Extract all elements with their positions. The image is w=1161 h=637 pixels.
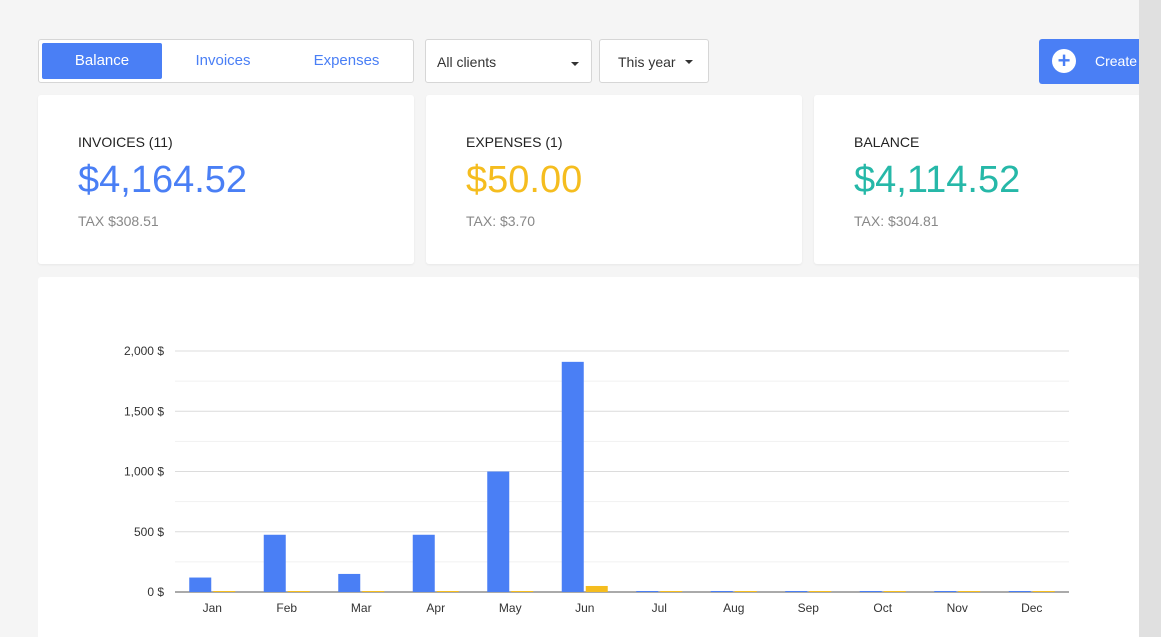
y-tick-label: 1,500 $ <box>124 404 164 418</box>
x-tick-label: Feb <box>276 601 297 615</box>
chevron-down-icon <box>685 60 693 64</box>
balance-tax: TAX: $304.81 <box>854 213 939 229</box>
y-tick-label: 0 $ <box>147 585 164 599</box>
bar <box>189 577 212 592</box>
invoices-tax: TAX $308.51 <box>78 213 159 229</box>
bar <box>338 573 361 592</box>
x-tick-label: Aug <box>723 601 744 615</box>
bar <box>585 585 608 592</box>
invoices-card-title: INVOICES (11) <box>78 134 173 150</box>
bar <box>734 591 757 592</box>
invoices-card: INVOICES (11) $4,164.52 TAX $308.51 <box>38 95 414 264</box>
x-tick-label: Apr <box>426 601 445 615</box>
bar <box>785 591 808 592</box>
bar <box>436 591 459 592</box>
x-tick-label: Sep <box>798 601 820 615</box>
bar <box>883 591 906 592</box>
tab-balance[interactable]: Balance <box>42 43 162 79</box>
x-tick-label: Mar <box>351 601 372 615</box>
chevron-down-icon <box>571 62 579 66</box>
bar <box>636 591 659 592</box>
bar <box>213 591 236 592</box>
y-tick-label: 500 $ <box>134 525 164 539</box>
bar <box>412 534 435 592</box>
y-tick-label: 2,000 $ <box>124 344 164 358</box>
period-filter-value: This year <box>618 54 676 70</box>
period-filter-dropdown[interactable]: This year <box>599 39 709 83</box>
bar <box>561 361 584 592</box>
expenses-card-title: EXPENSES (1) <box>466 134 563 150</box>
create-button-label: Create <box>1095 53 1138 69</box>
bar <box>511 591 534 592</box>
expenses-card: EXPENSES (1) $50.00 TAX: $3.70 <box>426 95 802 264</box>
bar <box>710 591 733 592</box>
x-tick-label: Dec <box>1021 601 1042 615</box>
bar <box>934 591 957 592</box>
x-tick-label: Jul <box>652 601 667 615</box>
x-tick-label: May <box>499 601 522 615</box>
expenses-tax: TAX: $3.70 <box>466 213 536 229</box>
x-tick-label: Nov <box>947 601 968 615</box>
balance-card: BALANCE $4,114.52 TAX: $304.81 <box>814 95 1139 264</box>
view-tabs: Balance Invoices Expenses <box>38 39 414 83</box>
tab-expenses[interactable]: Expenses <box>313 52 380 69</box>
bar <box>1008 591 1031 592</box>
chart-panel: 0 $ 500 $ 1,000 $ 1,500 $ 2,000 $ Jan Feb Mar Ap… <box>38 277 1139 637</box>
bar <box>809 591 832 592</box>
balance-card-title: BALANCE <box>854 134 920 150</box>
x-tick-label: Jan <box>203 601 222 615</box>
bar <box>487 471 510 592</box>
bar <box>1032 591 1055 592</box>
bar-chart: 0 $ 500 $ 1,000 $ 1,500 $ 2,000 $ Jan Feb Mar Ap… <box>124 344 1069 615</box>
bar <box>958 591 981 592</box>
y-tick-label: 1,000 $ <box>124 465 164 479</box>
bar <box>287 591 310 592</box>
x-tick-label: Jun <box>575 601 594 615</box>
expenses-total: $50.00 <box>466 159 583 201</box>
client-filter-value: All clients <box>437 54 497 70</box>
bar <box>859 591 882 592</box>
plus-icon: + <box>1052 49 1076 73</box>
create-button[interactable]: + Create <box>1039 39 1149 84</box>
invoices-total: $4,164.52 <box>78 159 248 201</box>
client-filter-dropdown[interactable]: All clients <box>425 39 592 83</box>
x-tick-label: Oct <box>873 601 892 615</box>
bar <box>660 591 683 592</box>
bar <box>263 534 286 592</box>
bar <box>362 591 385 592</box>
scrollbar[interactable] <box>1139 0 1161 637</box>
tab-invoices[interactable]: Invoices <box>195 52 251 69</box>
balance-total: $4,114.52 <box>854 159 1021 201</box>
